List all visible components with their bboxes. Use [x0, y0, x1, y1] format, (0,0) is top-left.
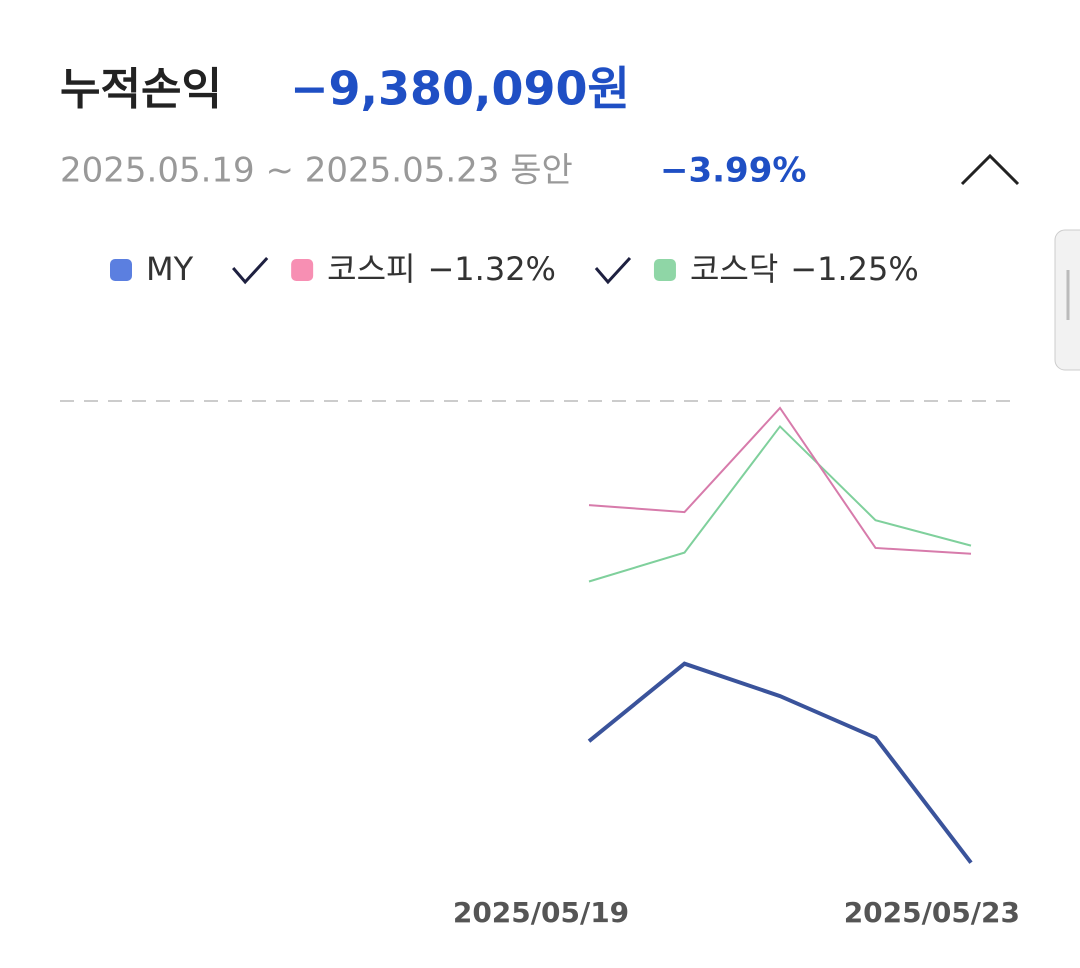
legend-label: 코스닥 [690, 250, 778, 288]
series-line [588, 406, 972, 555]
title: 누적손익 [60, 64, 222, 115]
collapse-button[interactable] [960, 153, 1020, 186]
series-line [587, 661, 973, 864]
legend-swatch [291, 259, 314, 281]
legend-change: −1.25% [790, 250, 918, 288]
legend-change: −1.32% [427, 250, 555, 288]
legend-check[interactable] [594, 256, 632, 285]
legend-label: MY [146, 250, 194, 288]
x-tick-label: 2025/05/23 [844, 896, 1020, 929]
legend-check[interactable] [232, 256, 269, 285]
x-tick-label: 2025/05/19 [453, 896, 629, 929]
period: 2025.05.19 ~ 2025.05.23 동안 [60, 151, 573, 191]
series-line [588, 424, 972, 583]
legend-swatch [110, 259, 132, 281]
legend-swatch [653, 259, 676, 281]
rate: −3.99% [660, 151, 806, 191]
legend-label: 코스피 [327, 250, 415, 288]
amount: −9,380,090원 [290, 62, 630, 116]
